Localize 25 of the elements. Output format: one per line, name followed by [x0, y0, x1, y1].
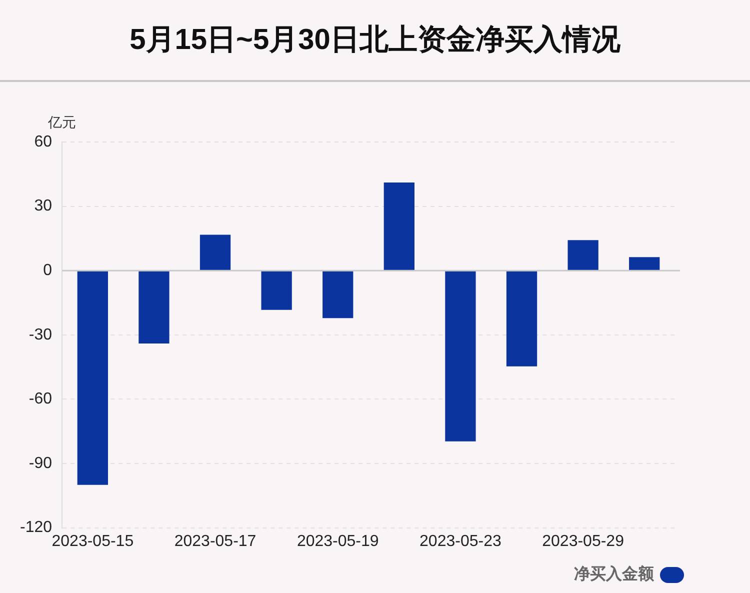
bar: [445, 271, 476, 442]
y-tick-label: -30: [28, 326, 52, 344]
bar: [138, 271, 170, 344]
bar: [506, 271, 538, 366]
bar: [77, 271, 108, 485]
chart-title: 5月15日~5月30日北上资金净买入情况: [0, 0, 750, 82]
x-tick-label: 2023-05-23: [420, 532, 502, 550]
y-tick-label: 60: [34, 133, 52, 150]
bar: [384, 182, 414, 270]
y-tick-label: 30: [34, 198, 52, 215]
bar: [200, 234, 231, 270]
x-tick-label: 2023-05-29: [542, 532, 624, 550]
x-tick-label: 2023-05-17: [174, 532, 256, 550]
x-tick-label: 2023-05-19: [296, 532, 379, 550]
bar: [629, 257, 660, 270]
y-tick-label: 0: [43, 262, 52, 280]
bar: [568, 240, 598, 270]
y-tick-label: -120: [20, 519, 52, 536]
bar: [261, 271, 292, 310]
bar: [322, 271, 354, 318]
legend-label: 净买入金额: [574, 564, 654, 585]
y-tick-label: -90: [28, 454, 52, 472]
y-axis-title: 亿元: [47, 114, 76, 130]
x-tick-label: 2023-05-15: [52, 532, 134, 550]
y-tick-label: -60: [28, 390, 52, 408]
